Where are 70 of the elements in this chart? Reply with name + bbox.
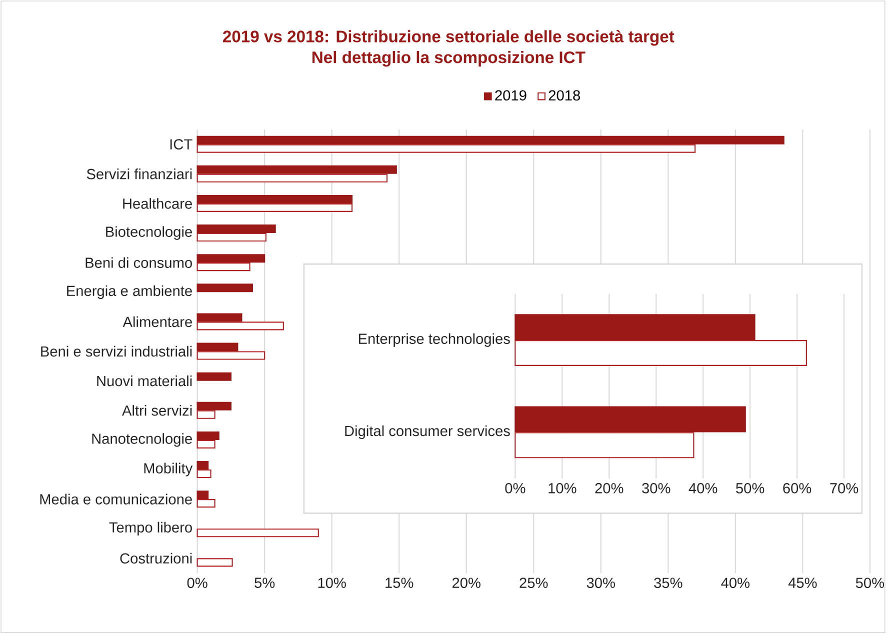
bar — [514, 432, 694, 458]
chart-title: 2019 vs 2018: Distribuzione settoriale delle società target — [223, 30, 674, 46]
bar — [196, 410, 216, 420]
legend-label: 2019 — [495, 90, 526, 101]
x-tick-label: 25% — [520, 578, 548, 588]
legend-label: 2018 — [548, 90, 580, 101]
bar — [196, 461, 209, 470]
bar — [196, 432, 220, 440]
y-tick-label: Digital consumer services — [345, 426, 510, 440]
bar — [196, 204, 353, 212]
bar — [196, 499, 216, 508]
y-tick-label: Enterprise technologies — [358, 333, 510, 347]
bar — [196, 322, 284, 330]
y-tick-label: Alimentare — [122, 316, 192, 328]
x-tick-label: 10% — [318, 578, 346, 588]
bar — [514, 314, 756, 340]
bar — [196, 558, 233, 567]
x-tick-label: 70% — [830, 483, 858, 494]
bar — [196, 284, 254, 292]
y-tick-label: Nuovi materiali — [97, 376, 192, 386]
bar — [196, 136, 784, 144]
y-tick-label: Media e comunicazione — [40, 494, 192, 505]
bar — [196, 262, 250, 272]
x-tick-label: 15% — [386, 578, 414, 588]
y-tick-label: Altri servizi — [122, 405, 192, 416]
chart-subtitle: Nel dettaglio la scomposizione ICT — [312, 51, 586, 67]
y-tick-label: Tempo libero — [109, 522, 192, 536]
x-tick-label: 45% — [788, 578, 817, 588]
bar — [196, 165, 397, 174]
bar — [196, 440, 216, 449]
x-tick-label: 50% — [736, 483, 764, 494]
y-tick-label: Biotecnologie — [106, 226, 192, 240]
bar — [196, 233, 266, 242]
x-tick-label: 0% — [505, 483, 526, 494]
bar — [196, 402, 232, 411]
y-tick-label: Servizi finanziari — [86, 168, 192, 180]
x-tick-label: 10% — [548, 483, 576, 494]
y-tick-label: ICT — [170, 139, 192, 150]
bar — [196, 224, 276, 234]
bar — [196, 313, 242, 322]
bar — [196, 351, 266, 360]
bar — [196, 144, 696, 153]
bar — [196, 254, 266, 263]
x-tick-label: 50% — [856, 578, 884, 588]
x-tick-label: 60% — [783, 483, 812, 494]
x-tick-label: 5% — [254, 578, 275, 588]
x-tick-label: 40% — [721, 578, 750, 588]
y-tick-label: Costruzioni — [120, 552, 192, 564]
bar — [196, 174, 388, 183]
x-tick-label: 35% — [654, 578, 682, 588]
bar — [514, 406, 746, 432]
bar — [196, 372, 232, 381]
bar — [196, 470, 212, 478]
x-tick-label: 20% — [452, 578, 480, 588]
x-tick-label: 20% — [595, 483, 624, 494]
x-tick-label: 30% — [586, 578, 615, 588]
y-tick-label: Beni e servizi industriali — [41, 346, 192, 357]
x-tick-label: 40% — [688, 483, 718, 494]
x-tick-label: 0% — [187, 578, 208, 588]
y-tick-label: Energia e ambiente — [67, 285, 192, 300]
bar — [196, 195, 353, 204]
bar — [196, 528, 319, 538]
x-tick-label: 30% — [642, 483, 670, 494]
y-tick-label: Beni di consumo — [86, 257, 192, 268]
bar — [514, 340, 807, 366]
y-tick-label: Mobility — [144, 462, 193, 476]
y-tick-label: Nanotecnologie — [92, 433, 192, 447]
y-tick-label: Healthcare — [123, 198, 192, 209]
bar — [196, 342, 238, 352]
bar — [196, 490, 209, 500]
